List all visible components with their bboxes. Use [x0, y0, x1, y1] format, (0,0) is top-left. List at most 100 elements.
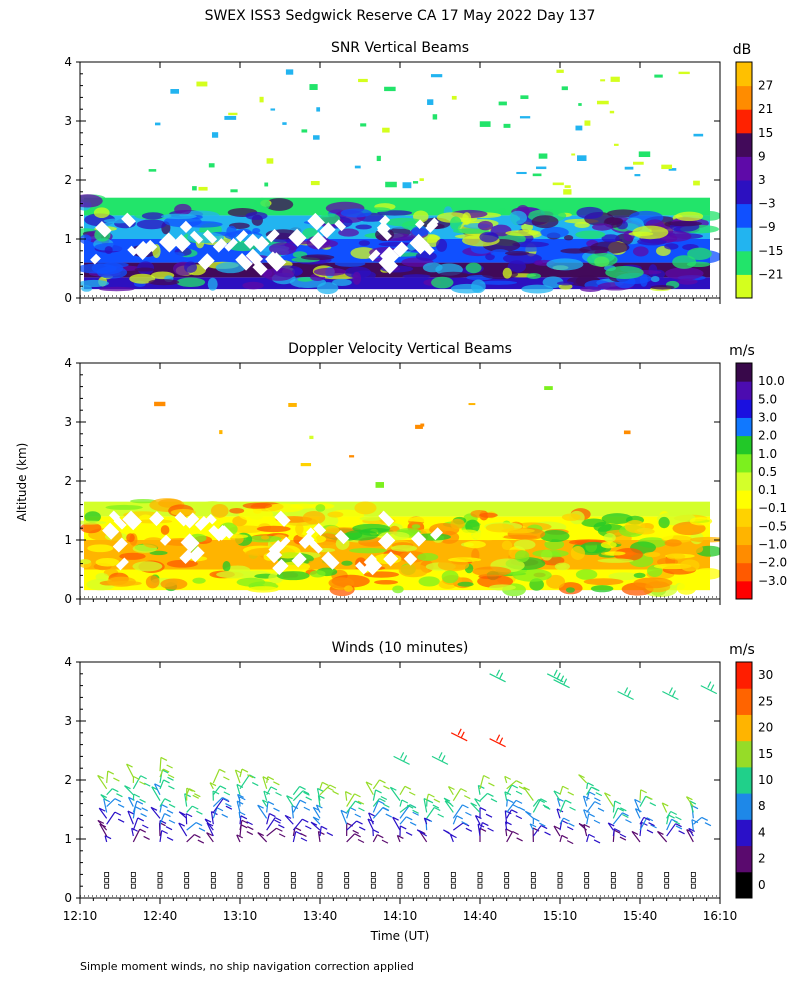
heatmap-cell: [340, 208, 372, 218]
calm-marker: [104, 877, 110, 883]
calm-marker: [210, 883, 216, 889]
data-gap: [172, 234, 191, 253]
sparse-echo: [563, 189, 572, 195]
y-tick-label: 0: [64, 592, 72, 606]
sparse-echo: [609, 110, 615, 114]
heatmap-cell: [341, 560, 353, 566]
x-tick-label: 16:10: [703, 909, 738, 923]
heatmap-cell: [105, 504, 143, 510]
wind-profile: [416, 793, 444, 889]
sparse-echo: [693, 133, 704, 137]
data-gap: [313, 523, 327, 537]
heatmap-cell: [192, 577, 206, 584]
heatmap-cell: [597, 558, 634, 563]
heatmap-cell: [698, 210, 720, 221]
heatmap-cell: [693, 567, 720, 580]
colorbar-tick-label: 2: [758, 852, 766, 866]
sparse-echo: [282, 122, 287, 125]
data-gap: [189, 230, 204, 245]
heatmap-cell: [302, 511, 326, 525]
heatmap-cell: [119, 552, 146, 560]
wind-barb: [479, 792, 498, 803]
heatmap-cell: [352, 271, 362, 285]
calm-marker: [264, 877, 270, 883]
panel-3: Winds (10 minutes) 0 1 2 3 4 12:10 12:40 13:10 13…: [63, 640, 774, 923]
wind-barb: [236, 834, 243, 843]
wind-barb: [392, 816, 401, 831]
x-tick-label: 14:40: [463, 909, 498, 923]
data-gap: [393, 241, 409, 258]
colorbar-tick-label: 15: [758, 126, 773, 140]
wind-barb: [344, 791, 352, 801]
colorbar-segment: [736, 793, 752, 820]
y-axis: 0 1 2 3 4: [64, 356, 720, 606]
heatmap-cell: [479, 231, 499, 243]
heatmap-cell: [443, 243, 470, 248]
sparse-echo: [564, 185, 571, 188]
heatmap-cell: [80, 559, 91, 565]
wind-barb: [603, 792, 614, 807]
wind-barb: [159, 779, 175, 790]
calm-marker: [637, 872, 643, 877]
wind-barb: [506, 784, 523, 796]
sparse-echo: [420, 423, 425, 427]
colorbar-tick-label: 5.0: [758, 392, 777, 406]
sparse-echo: [208, 163, 215, 168]
wind-barb: [506, 780, 526, 790]
colorbar-segment: [736, 203, 752, 228]
wind-barb: [257, 804, 268, 819]
heatmap-cell: [295, 523, 304, 535]
wind-profile: [631, 789, 657, 889]
calm-marker: [157, 877, 163, 883]
plot-area: [97, 669, 718, 889]
colorbar-segment: [736, 819, 752, 847]
heatmap-cell: [260, 535, 270, 540]
calm-marker: [130, 877, 136, 883]
colorbar-segment: [736, 526, 752, 546]
calm-marker: [237, 877, 243, 883]
wind-barb: [372, 834, 389, 844]
heatmap-cell: [586, 252, 618, 267]
x-tick-label: 15:10: [543, 909, 578, 923]
figure-title: SWEX ISS3 Sedgwick Reserve CA 17 May 202…: [205, 8, 596, 24]
heatmap-cell: [472, 566, 512, 577]
heatmap-cell: [504, 250, 530, 256]
sparse-echo: [552, 182, 564, 186]
wind-barb: [586, 801, 605, 813]
y-tick-label: 1: [64, 832, 72, 846]
calm-marker: [184, 877, 190, 883]
wind-barb: [132, 775, 146, 786]
heatmap-cell: [418, 576, 440, 587]
sparse-echo: [498, 101, 507, 106]
colorbar-tick-label: −15: [758, 244, 783, 258]
heatmap-cell: [176, 277, 206, 288]
heatmap-cell: [600, 541, 617, 549]
calm-marker: [157, 883, 163, 889]
wind-barb: [372, 806, 393, 819]
heatmap-cell: [252, 228, 261, 234]
data-gap: [379, 246, 400, 266]
calm-marker: [237, 872, 243, 877]
data-gap: [378, 510, 395, 527]
calm-marker: [157, 872, 163, 877]
wind-barb: [346, 793, 365, 807]
sparse-echo: [313, 135, 320, 140]
wind-barb: [489, 734, 506, 748]
sparse-echo: [536, 166, 547, 170]
colorbar-segment: [736, 544, 752, 564]
heatmap-cell: [481, 269, 518, 280]
heatmap-cell: [275, 577, 313, 589]
heatmap-cell: [512, 241, 549, 248]
data-gap: [277, 536, 291, 550]
heatmap-cell: [501, 528, 535, 534]
heatmap-cell: [359, 516, 384, 521]
wind-barb: [346, 820, 366, 831]
calm-marker: [610, 883, 616, 889]
panel-title: Winds (10 minutes): [332, 640, 469, 656]
y-tick-label: 4: [64, 55, 72, 69]
heatmap-cell: [437, 271, 470, 278]
heatmap-cell: [666, 553, 686, 560]
heatmap-cell: [81, 285, 93, 292]
heatmap-cell: [542, 276, 564, 289]
